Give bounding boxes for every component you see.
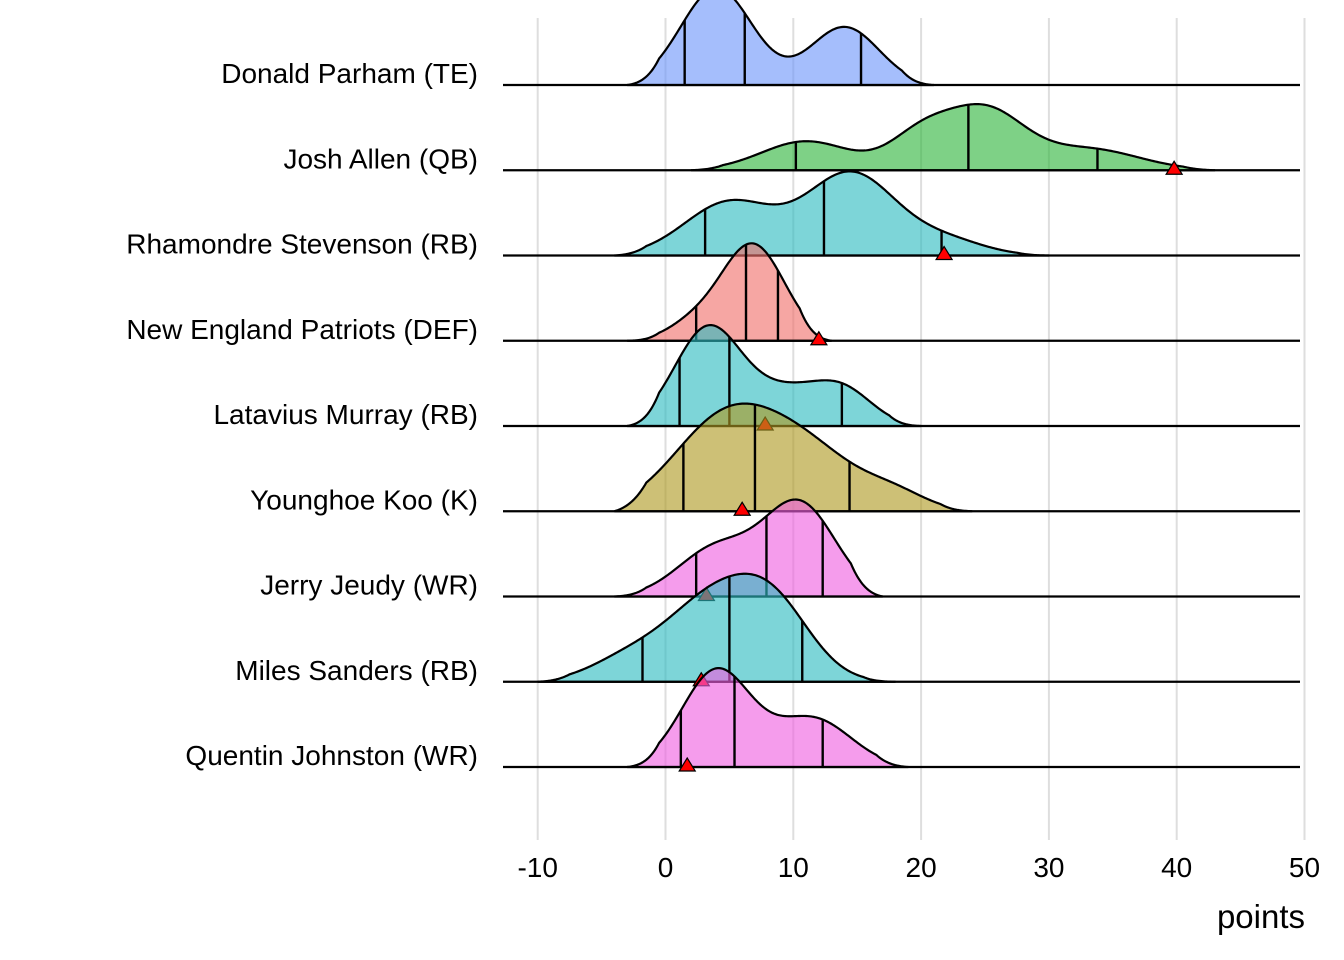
player-label: Quentin Johnston (WR) [185,740,478,771]
x-tick-label: 40 [1161,852,1192,883]
actual-score-marker [935,245,954,261]
ridge-row: Miles Sanders (RB) [235,572,1300,687]
player-label: Jerry Jeudy (WR) [260,570,478,601]
player-label: Josh Allen (QB) [283,143,478,174]
x-tick-label: 50 [1289,852,1320,883]
density-ridge [614,402,973,513]
ridge-row: Josh Allen (QB) [283,103,1300,175]
x-tick-label: 30 [1033,852,1064,883]
player-label: Younghoe Koo (K) [250,484,478,515]
density-ridge [626,323,922,428]
x-tick-label: -10 [517,852,557,883]
density-ridge [626,0,934,87]
ridge-row: Rhamondre Stevenson (RB) [126,170,1300,261]
actual-score-marker [1165,160,1184,175]
ridge-row: Jerry Jeudy (WR) [260,498,1300,602]
player-label: Donald Parham (TE) [221,58,478,89]
x-axis-ticks: -10 0 10 20 30 40 50 [517,852,1320,883]
density-ridge [614,170,1049,257]
density-ridge [627,667,909,769]
density-ridge [691,103,1216,172]
ridge-row: Donald Parham (TE) [221,0,1300,89]
actual-score-marker [678,756,697,772]
player-label: New England Patriots (DEF) [126,314,478,345]
ridge-row: Younghoe Koo (K) [250,402,1300,516]
density-ridge [627,242,832,342]
x-axis-title: points [1217,898,1305,935]
ridge-row: Quentin Johnston (WR) [185,667,1300,772]
density-ridge [614,498,883,598]
ridges: Donald Parham (TE) Josh Allen (QB) Rhamond… [126,0,1300,772]
player-label: Latavius Murray (RB) [213,399,478,430]
player-label: Miles Sanders (RB) [235,655,478,686]
x-tick-label: 20 [906,852,937,883]
actual-score-marker [809,330,828,346]
x-tick-label: 0 [658,852,674,883]
player-label: Rhamondre Stevenson (RB) [126,229,478,260]
x-tick-label: 10 [778,852,809,883]
ridge-row: New England Patriots (DEF) [126,242,1300,346]
actual-score-marker [733,501,752,516]
density-ridge [537,572,896,683]
